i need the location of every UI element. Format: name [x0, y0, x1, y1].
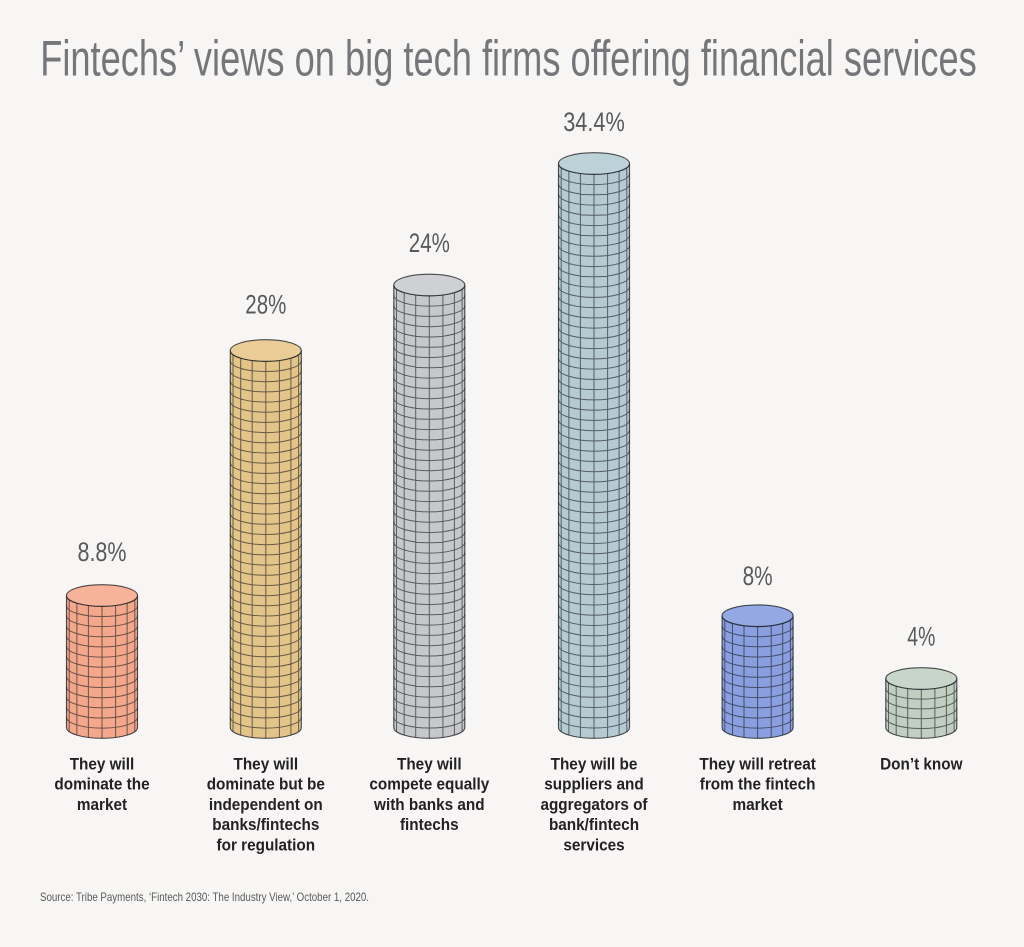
svg-text:They will retreat: They will retreat: [699, 755, 816, 774]
svg-text:aggregators of: aggregators of: [540, 795, 647, 814]
svg-text:dominate but be: dominate but be: [207, 775, 325, 794]
svg-text:They will: They will: [397, 755, 462, 774]
svg-text:with banks and: with banks and: [373, 795, 484, 814]
svg-text:24%: 24%: [409, 228, 450, 258]
svg-text:market: market: [77, 795, 127, 814]
svg-text:independent on: independent on: [209, 795, 323, 814]
svg-text:compete equally: compete equally: [369, 775, 489, 794]
svg-text:banks/fintechs: banks/fintechs: [212, 815, 319, 834]
svg-text:from the fintech: from the fintech: [700, 775, 816, 794]
svg-text:They will: They will: [70, 755, 135, 774]
svg-text:suppliers and: suppliers and: [544, 775, 644, 794]
svg-text:services: services: [563, 835, 624, 854]
svg-text:28%: 28%: [245, 290, 286, 320]
svg-text:Fintechs’ views on big tech fi: Fintechs’ views on big tech firms offeri…: [40, 31, 977, 87]
svg-text:They will be: They will be: [551, 755, 638, 774]
svg-text:Source: Tribe Payments, ‘Finte: Source: Tribe Payments, ‘Fintech 2030: T…: [40, 890, 369, 904]
svg-text:34.4%: 34.4%: [563, 107, 625, 137]
svg-text:Don’t know: Don’t know: [880, 755, 963, 774]
svg-text:8.8%: 8.8%: [78, 537, 127, 567]
svg-text:for regulation: for regulation: [217, 835, 316, 854]
svg-text:bank/fintech: bank/fintech: [549, 815, 639, 834]
svg-text:They will: They will: [234, 755, 299, 774]
svg-text:8%: 8%: [743, 561, 773, 591]
svg-text:4%: 4%: [907, 622, 935, 652]
svg-text:fintechs: fintechs: [400, 815, 459, 834]
svg-text:dominate the: dominate the: [54, 775, 149, 794]
svg-text:market: market: [733, 795, 783, 814]
